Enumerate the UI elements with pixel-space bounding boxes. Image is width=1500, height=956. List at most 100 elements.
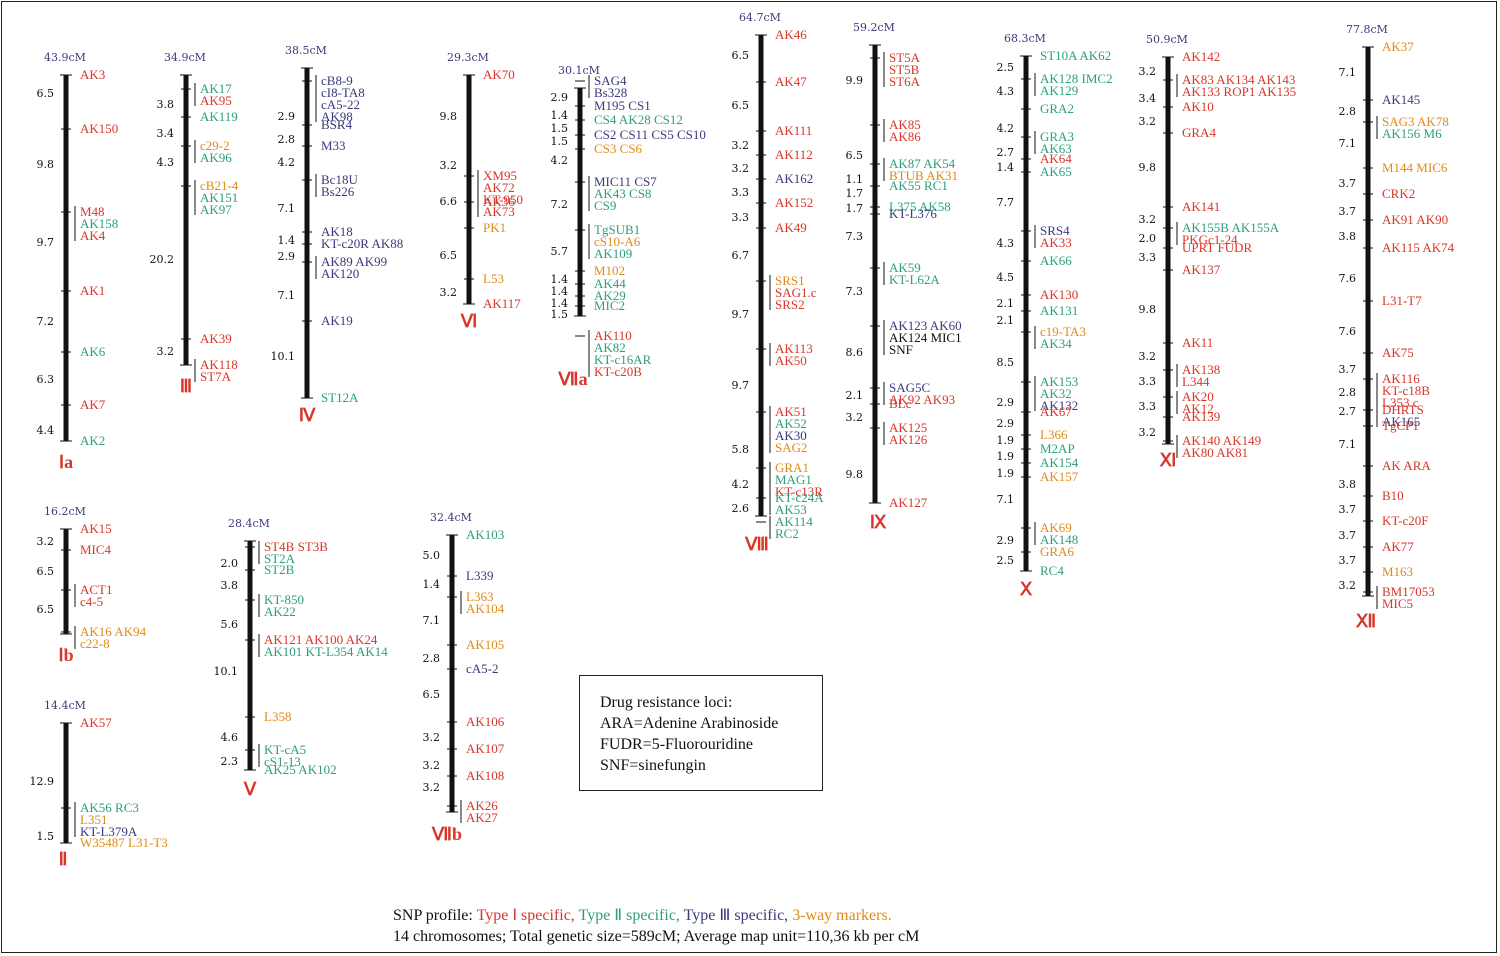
chromosome-name: Ⅸ [870,512,887,532]
chromosome-name: Ⅻ [1355,611,1376,631]
marker-label: AK ARA [1382,458,1431,473]
marker-label: cA5-22 [321,97,360,112]
marker-label: AK111 [775,123,812,138]
marker-label: M2AP [1040,441,1075,456]
segment-length-label: 1.5 [551,122,569,135]
marker-label: AK103 [466,527,504,542]
segment-length-label: 2.9 [997,417,1015,430]
chromosome-bar [1023,56,1029,571]
segment-length-label: 2.5 [997,61,1015,74]
marker-label: AK47 [775,74,807,89]
marker-label: AK153 [1040,374,1078,389]
marker-label: AK129 [1040,83,1078,98]
marker-label: cS10-A6 [594,234,641,249]
marker-label: AK53 [775,502,807,517]
marker-label: ST4B ST3B [264,539,328,554]
marker-label: AK11 [1182,335,1213,350]
marker-label: AK141 [1182,199,1220,214]
marker-label: AK17 [200,81,232,96]
marker-label: M33 [321,138,346,153]
marker-label: B10 [1382,488,1404,503]
segment-length-label: 9.8 [1139,303,1157,316]
marker-label: AK151 [200,190,238,205]
chromosome-bar [63,529,69,634]
chromosome-bar [1365,47,1371,596]
segment-length-label: 3.3 [732,186,750,199]
marker-label: KT-950 [483,192,523,207]
marker-label: AK72 [483,180,515,195]
chromosome-bar [63,75,69,441]
segment-length-label: 4.3 [997,237,1015,250]
segment-length-label: 8.6 [846,346,864,359]
marker-label: KT-c16AR [594,352,652,367]
drug-resistance-legend: Drug resistance loci: ARA=Adenine Arabin… [579,675,823,791]
marker-label: RC2 [775,526,799,541]
segment-length-label: 7.1 [278,289,296,302]
marker-label: AK46 [775,27,807,42]
marker-label: MIC11 CS7 [594,174,657,189]
marker-label: L31-T7 [1382,293,1422,308]
marker-label: AK124 MIC1 [889,330,962,345]
marker-label: W35487 L31-T3 [80,835,168,850]
chromosome-viib: 32.4cM 5.0 1.4 7.1 2.8 6.5 3.2 3.2 3.2 AK103 L339 L… [423,511,505,844]
segment-length-label: 1.4 [551,273,569,286]
marker-label: AK118 [200,357,238,372]
segment-length-label: 3.3 [732,211,750,224]
marker-label: AK128 IMC2 [1040,71,1113,86]
marker-label: AK4 [80,228,106,243]
marker-label: AK114 [775,514,813,529]
segment-length-label: 1.4 [997,161,1015,174]
marker-label: AK18 [321,224,353,239]
segment-length-label: 5.0 [423,549,441,562]
marker-label: c22-8 [80,636,110,651]
marker-label: AK67 [1040,404,1072,419]
marker-label: AK59 [889,260,921,275]
marker-label: DHRTS [1382,402,1424,417]
marker-label: AK80 AK81 [1182,445,1248,460]
segment-length-label: 3.2 [1339,579,1357,592]
marker-label: AK154 [1040,455,1079,470]
marker-label: AK44 [594,276,626,291]
segment-length-label: 4.2 [278,156,296,169]
marker-label: ST10A AK62 [1040,48,1111,63]
segment-length-label: 4.3 [997,85,1015,98]
marker-label: AK87 AK54 [889,156,956,171]
marker-label: KT-c20B [594,364,642,379]
segment-length-label: 7.1 [278,202,296,215]
genome-summary-line: 14 chromosomes; Total genetic size=589cM… [393,928,920,945]
marker-label: M48 [80,204,105,219]
segment-length-label: 1.9 [997,450,1015,463]
marker-label: AK34 [1040,336,1072,351]
marker-label: AK36 [483,194,515,209]
segment-length-label: 9.8 [37,158,55,171]
segment-length-label: 1.4 [551,109,569,122]
marker-label: AK120 [321,266,359,281]
marker-label: AK158 [80,216,118,231]
marker-label: CS9 [594,198,616,213]
segment-length-label: 3.8 [1339,478,1357,491]
chromosome-total-length: 50.9cM [1146,33,1188,46]
chromosome-name: Ⅰa [59,452,73,472]
marker-label: PKGc1-24 [1182,232,1238,247]
chromosome-bar [247,541,253,770]
segment-length-label: 12.9 [30,775,55,788]
marker-label: AK107 [466,741,505,756]
marker-label: L358 [264,709,291,724]
chromosome-total-length: 43.9cM [44,51,86,64]
segment-length-label: 3.7 [1339,529,1357,542]
chromosome-total-length: 59.2cM [853,21,895,34]
marker-label: AK145 [1382,92,1420,107]
segment-length-label: 2.8 [423,652,441,665]
segment-length-label: 1.4 [551,297,569,310]
marker-label: BSR4 [321,117,353,132]
segment-length-label: 3.2 [1139,350,1157,363]
marker-label: c4-5 [80,594,103,609]
segment-length-label: 3.2 [157,345,175,358]
chromosome-name: Ⅹ [1019,579,1033,599]
segment-length-label: 2.1 [997,314,1015,327]
chromosome-bar [577,88,583,316]
marker-label: AK132 [1040,398,1078,413]
marker-label: AK98 [321,109,353,124]
